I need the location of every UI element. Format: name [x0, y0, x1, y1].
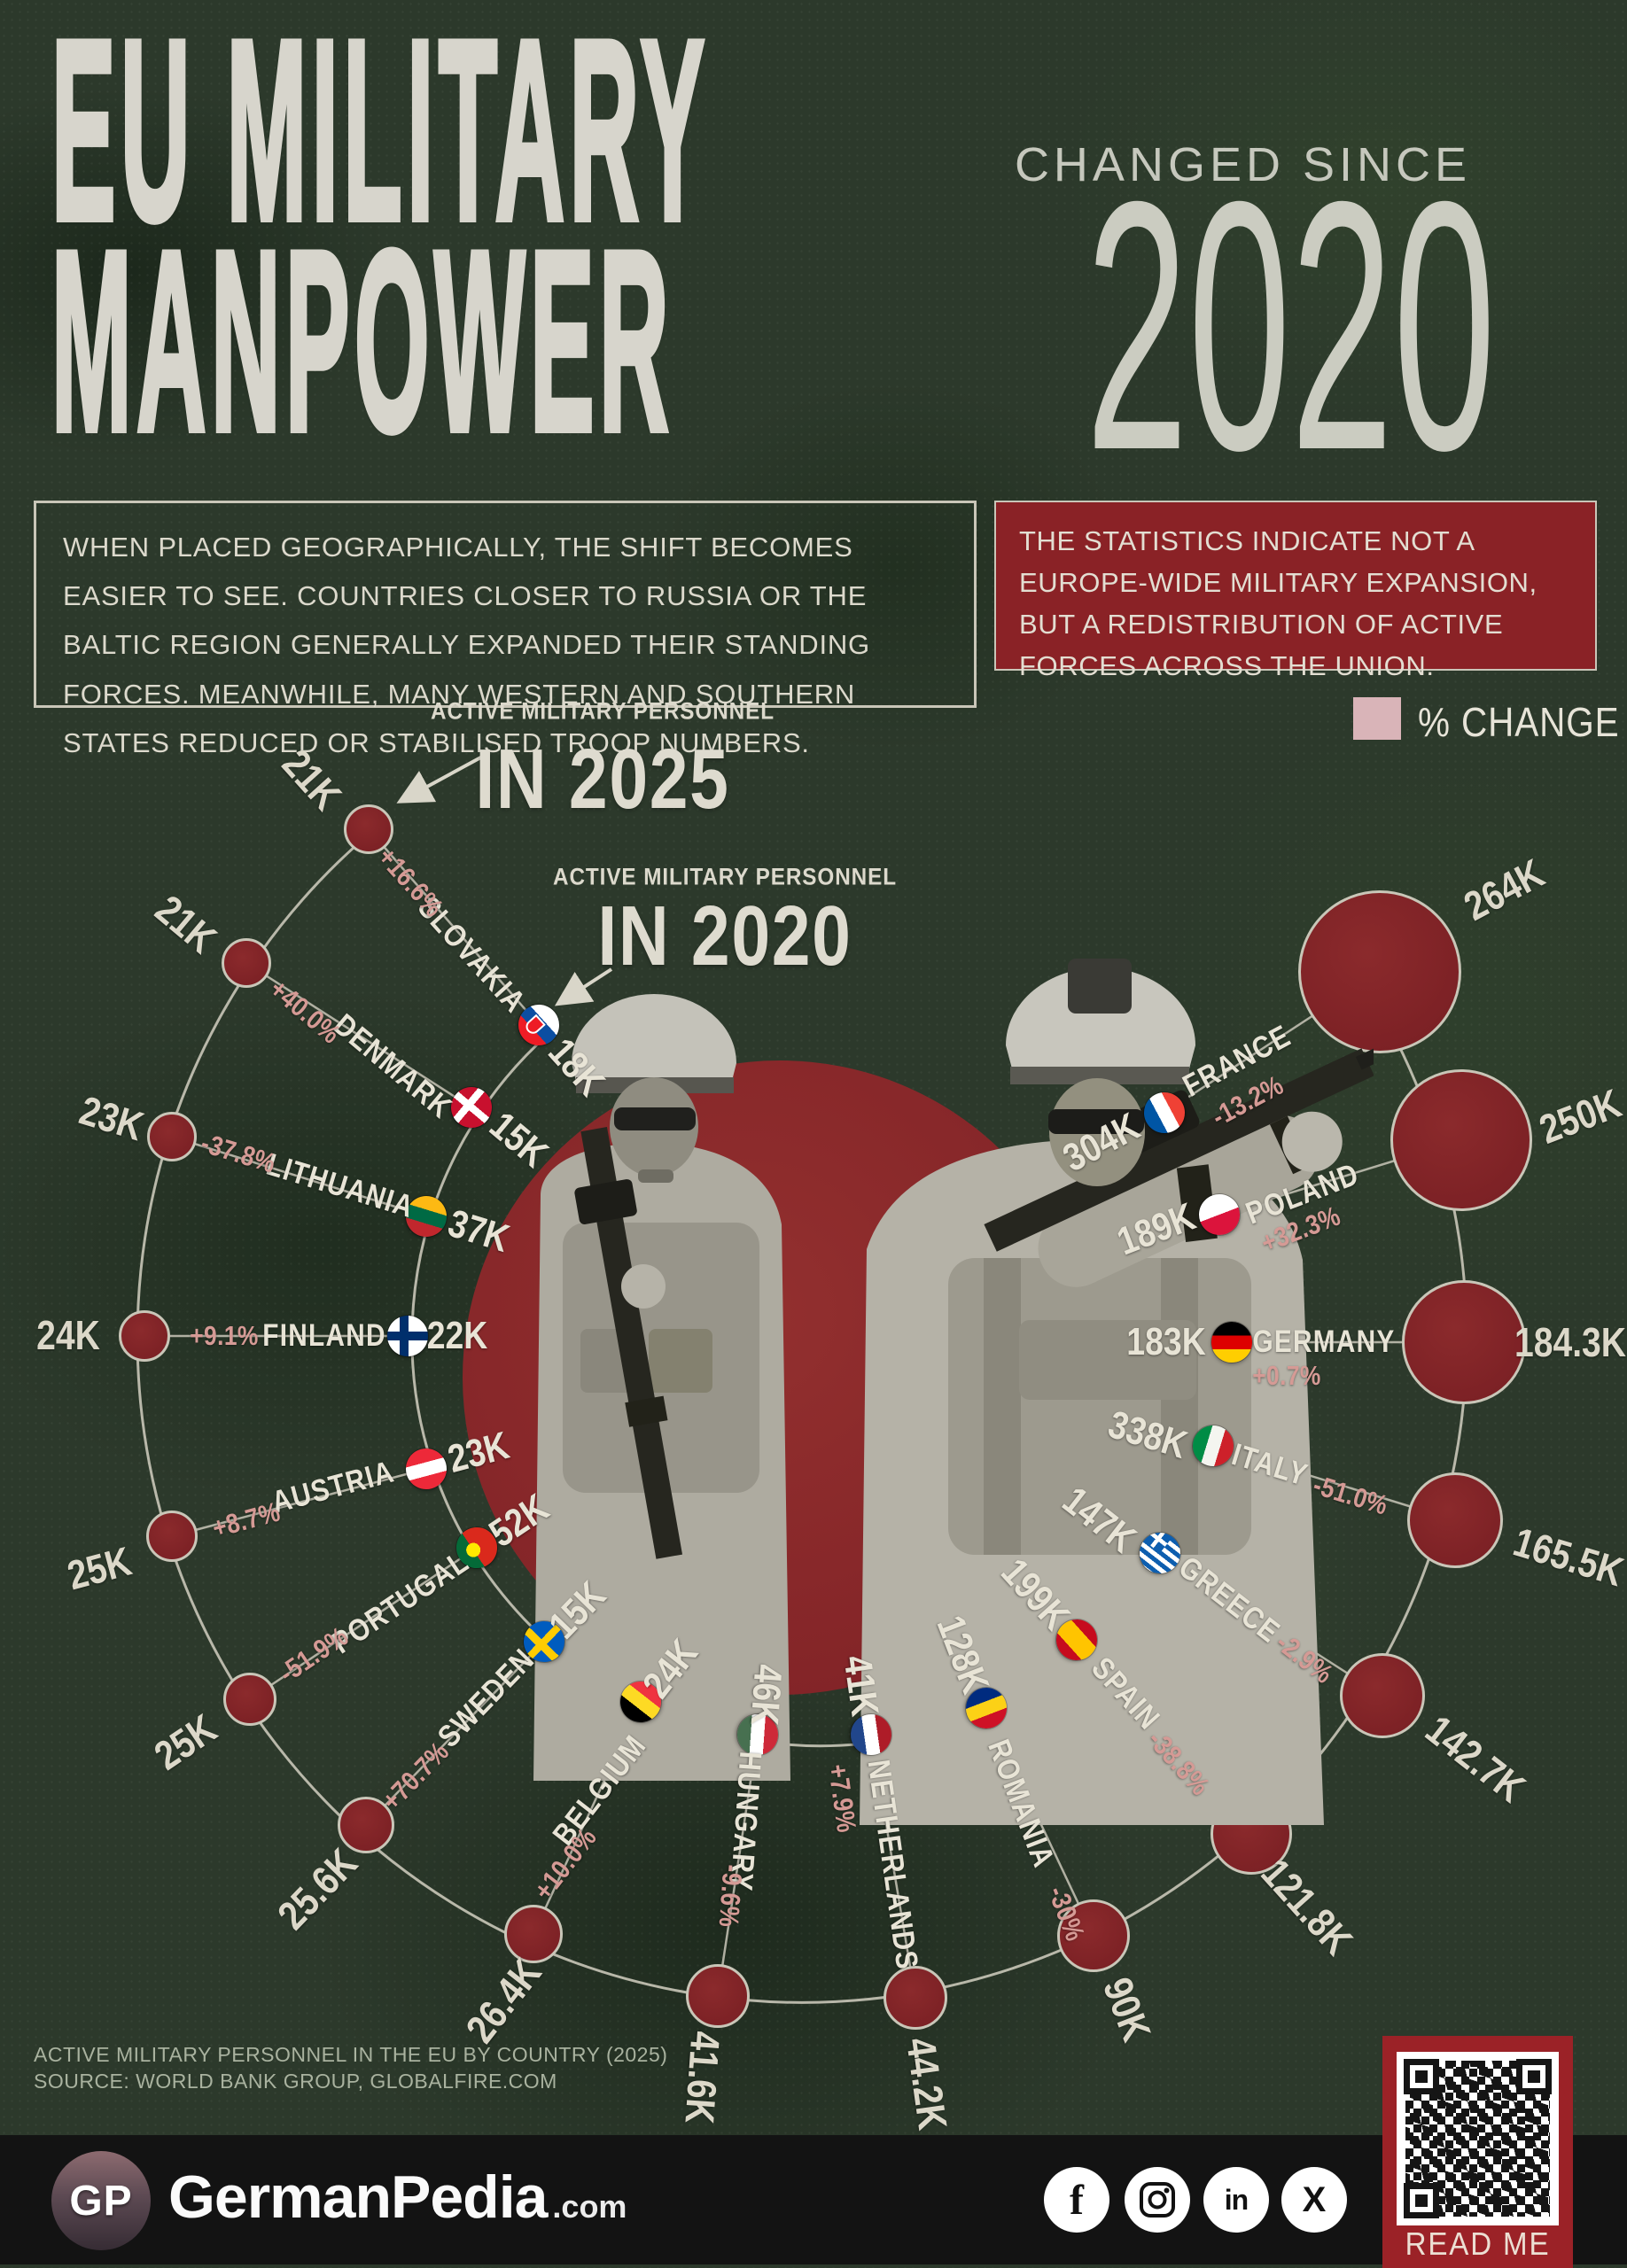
qr-code [1397, 2052, 1559, 2225]
germany-pct-change: +0.7% [1252, 1360, 1321, 1391]
spoke-lithuania [171, 1135, 427, 1218]
outer-circle-hungary [686, 1964, 750, 2028]
kicker-2025: ACTIVE MILITARY PERSONNEL [431, 697, 775, 725]
hungary-2025-value: 41.6K [676, 2030, 729, 2125]
outer-circle-slovakia [344, 804, 393, 854]
qr-readme-box: READ ME [1382, 2036, 1573, 2268]
finland-pct-change: +9.1% [190, 1320, 259, 1351]
outer-circle-germany [1402, 1280, 1526, 1404]
outer-circle-sweden [338, 1797, 394, 1853]
outer-circle-finland [119, 1310, 170, 1362]
germany-flag-icon [1211, 1322, 1252, 1363]
linkedin-icon: in [1203, 2167, 1269, 2233]
pct-change-legend-swatch [1353, 697, 1401, 740]
footnote-line1: ACTIVE MILITARY PERSONNEL IN THE EU BY C… [34, 2043, 668, 2066]
spoke-slovakia [368, 828, 540, 1026]
brand-name: GermanPedia [168, 2163, 548, 2231]
x-twitter-icon: X [1281, 2167, 1347, 2233]
outer-circle-poland [1390, 1069, 1532, 1211]
page-title-line1: EU MILITARY [51, 0, 710, 274]
hungary-pct-change: -9.6% [712, 1863, 749, 1929]
qr-readme-label: READ ME [1405, 2225, 1551, 2262]
brand-avatar-initials: GP [69, 2177, 133, 2225]
outer-circle-belgium [504, 1905, 563, 1963]
intro-left-textbox: WHEN PLACED GEOGRAPHICALLY, THE SHIFT BE… [34, 501, 977, 758]
spoke-denmark [245, 961, 472, 1109]
brand-tld: .com [552, 2188, 627, 2225]
hungary-2020-value: 46K [742, 1663, 790, 1727]
brand-avatar: GP [51, 2151, 151, 2250]
label-in-2020: IN 2020 [597, 889, 852, 983]
germany-2025-value: 184.3K [1514, 1319, 1627, 1365]
spoke-austria [171, 1467, 427, 1538]
title-tag-year: 2020 [1086, 128, 1496, 524]
title-tag-changed-since: CHANGED SINCE [1014, 138, 1471, 191]
kicker-2020: ACTIVE MILITARY PERSONNEL [553, 863, 897, 890]
intro-right-textbox: THE STATISTICS INDICATE NOT A EUROPE-WID… [994, 501, 1597, 681]
outer-circle-lithuania [147, 1112, 197, 1161]
finland-name: FINLAND [262, 1318, 386, 1353]
label-in-2025: IN 2025 [475, 732, 730, 827]
pct-change-legend-label: % CHANGE [1418, 699, 1620, 745]
spoke-sweden [365, 1641, 545, 1826]
brand-row: GermanPedia .com [168, 2163, 627, 2232]
outer-circle-netherlands [884, 1966, 947, 2030]
footnote-line2: SOURCE: WORLD BANK GROUP, GLOBALFIRE.COM [34, 2070, 557, 2093]
outer-circle-portugal [223, 1673, 276, 1726]
finland-2025-value: 24K [36, 1312, 100, 1358]
outer-circle-denmark [222, 938, 271, 988]
outer-circle-greece [1340, 1653, 1425, 1738]
footer-bar [0, 2135, 1627, 2264]
outer-circle-france [1298, 890, 1461, 1053]
germany-2020-value: 183K [1126, 1320, 1206, 1363]
outer-circle-austria [146, 1511, 198, 1562]
finland-2020-value: 22K [426, 1314, 488, 1357]
arrow-to-2025-circle [396, 753, 487, 804]
page-title-line2: MANPOWER [50, 198, 674, 485]
finland-flag-icon [387, 1316, 428, 1356]
netherlands-2020-value: 41K [835, 1652, 887, 1720]
outer-circle-romania [1057, 1899, 1130, 1972]
outer-circle-italy [1407, 1472, 1503, 1568]
instagram-icon [1125, 2167, 1190, 2233]
germany-name: GERMANY [1252, 1324, 1396, 1359]
spoke-portugal [249, 1546, 478, 1701]
facebook-icon: f [1044, 2167, 1109, 2233]
